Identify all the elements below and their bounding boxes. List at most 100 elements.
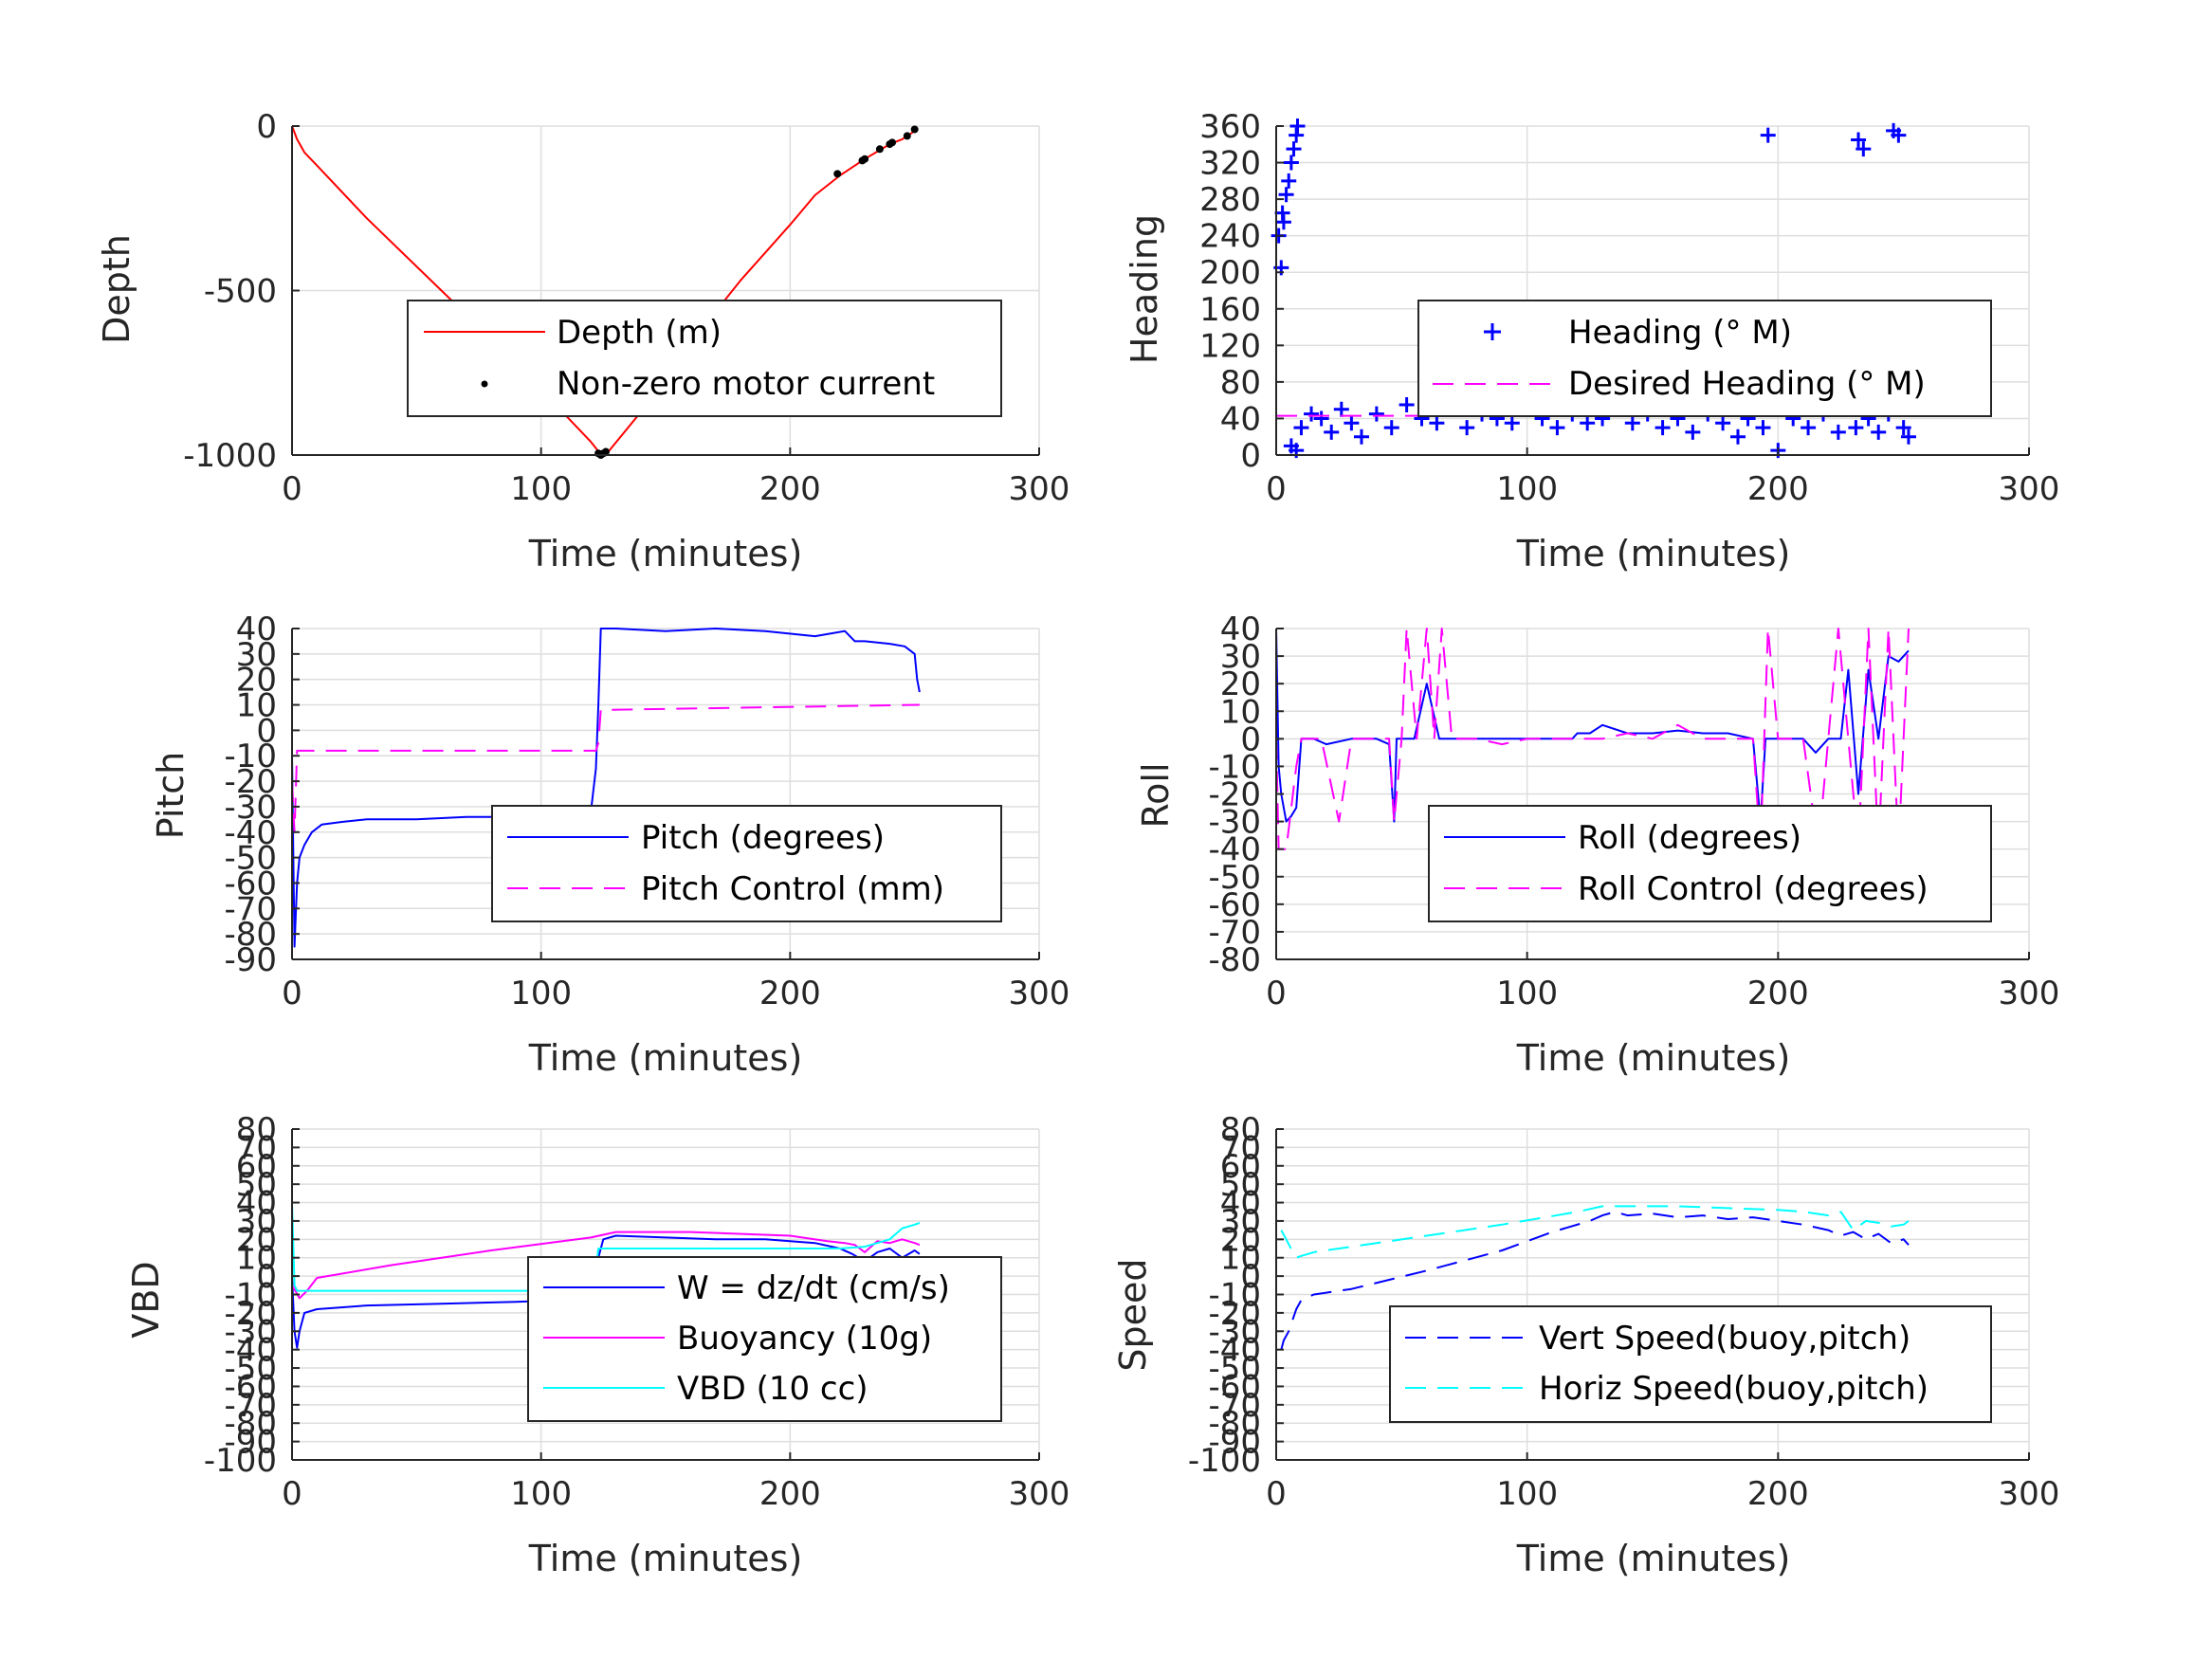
speed-ytick-label: 50 bbox=[1220, 1166, 1261, 1204]
heading-series-1-point bbox=[1293, 420, 1309, 436]
heading-series-1-point bbox=[1895, 420, 1911, 436]
depth-legend: Depth (m) Non-zero motor current bbox=[407, 300, 1002, 417]
vbd-ytick-label: -100 bbox=[204, 1442, 277, 1480]
pitch-ytick-label: 30 bbox=[236, 636, 277, 674]
heading-ytick-label: 280 bbox=[1199, 181, 1261, 219]
vbd-ytick-label: -50 bbox=[224, 1350, 277, 1388]
heading-series-1-point bbox=[1344, 415, 1360, 431]
pitch-legend: Pitch (degrees) Pitch Control (mm) bbox=[491, 805, 1002, 922]
pitch-ytick-label: -60 bbox=[224, 865, 277, 902]
depth-xtick-label: 200 bbox=[759, 470, 821, 508]
panel-vbd: Time (minutes) VBD 0 100 200 300-100-90-80-… bbox=[125, 1111, 1069, 1579]
roll-ytick-label: -20 bbox=[1208, 776, 1261, 814]
panel-depth: Time (minutes) Depth 0 100 200 300 -1000 -500… bbox=[96, 108, 1069, 574]
roll-ytick-label: 20 bbox=[1220, 665, 1261, 703]
speed-xtick-label: 300 bbox=[1999, 1475, 2060, 1513]
speed-xtick-label: 200 bbox=[1747, 1475, 1809, 1513]
speed-legend-entry-1: Vert Speed(buoy,pitch) bbox=[1539, 1320, 1910, 1358]
depth-series-2-point bbox=[903, 132, 911, 140]
pitch-legend-entry-1: Pitch (degrees) bbox=[641, 819, 885, 857]
roll-series-1-line bbox=[1275, 628, 1910, 823]
vbd-ytick-label: -90 bbox=[224, 1424, 277, 1462]
depth-series-2-point bbox=[888, 138, 897, 147]
vbd-ytick-label: -20 bbox=[224, 1295, 277, 1333]
heading-series-1-point bbox=[1580, 415, 1596, 431]
vbd-ytick-label: -70 bbox=[224, 1387, 277, 1425]
depth-ylabel: Depth bbox=[96, 234, 137, 344]
depth-legend-entry-1: Depth (m) bbox=[557, 314, 722, 352]
vbd-ytick-label: -10 bbox=[224, 1277, 277, 1315]
heading-ytick-label: 120 bbox=[1199, 327, 1261, 365]
vbd-ylabel: VBD bbox=[125, 1261, 167, 1338]
pitch-ytick-label: 40 bbox=[236, 611, 277, 648]
depth-ytick-label: 0 bbox=[256, 108, 277, 146]
vbd-legend-entry-2: Buoyancy (10g) bbox=[677, 1320, 932, 1358]
pitch-series-1-line bbox=[291, 628, 921, 948]
pitch-xlabel: Time (minutes) bbox=[528, 1037, 803, 1079]
pitch-ytick-label: -70 bbox=[224, 890, 277, 928]
vbd-series-2-line bbox=[291, 1231, 921, 1300]
vbd-ytick-label: -40 bbox=[224, 1332, 277, 1370]
vbd-legend-entry-3: VBD (10 cc) bbox=[677, 1370, 868, 1408]
depth-series-2-point bbox=[910, 125, 919, 134]
speed-ytick-label: -40 bbox=[1208, 1332, 1261, 1370]
heading-series-1-point bbox=[1830, 424, 1846, 440]
heading-series-1-point bbox=[1685, 424, 1701, 440]
heading-ytick-label: 40 bbox=[1220, 400, 1261, 438]
heading-series-1-point bbox=[1324, 424, 1340, 440]
speed-ytick-label: -10 bbox=[1208, 1277, 1261, 1315]
speed-ytick-label: 60 bbox=[1220, 1148, 1261, 1186]
speed-ytick-label: -30 bbox=[1208, 1313, 1261, 1351]
speed-ytick-label: 40 bbox=[1220, 1185, 1261, 1223]
roll-legend: Roll (degrees) Roll Control (degrees) bbox=[1428, 805, 1992, 922]
pitch-ytick-label: -90 bbox=[224, 941, 277, 979]
depth-xlabel: Time (minutes) bbox=[528, 533, 803, 574]
roll-series-2-line bbox=[1275, 628, 1910, 850]
heading-series-1-point bbox=[1313, 410, 1329, 427]
heading-ytick-label: 200 bbox=[1199, 254, 1261, 292]
depth-xtick-label: 300 bbox=[1009, 470, 1070, 508]
speed-xlabel: Time (minutes) bbox=[1516, 1538, 1791, 1579]
heading-series-1-point bbox=[1755, 420, 1771, 436]
vbd-axes: 0 100 200 300-100-90-80-70-60-50-40-30-20-1… bbox=[204, 1111, 1070, 1513]
heading-xtick-label: 100 bbox=[1496, 470, 1558, 508]
depth-xtick-label: 0 bbox=[282, 470, 302, 508]
heading-legend-entry-2: Desired Heading (° M) bbox=[1568, 365, 1926, 403]
pitch-series bbox=[291, 628, 921, 948]
pitch-xtick-label: 0 bbox=[282, 975, 302, 1012]
heading-series-1-point bbox=[1760, 127, 1776, 143]
roll-ytick-label: 10 bbox=[1220, 693, 1261, 731]
roll-xlabel: Time (minutes) bbox=[1516, 1037, 1791, 1079]
heading-series-1-point bbox=[1283, 155, 1299, 171]
roll-ytick-label: -40 bbox=[1208, 831, 1261, 869]
pitch-ytick-label: -40 bbox=[224, 814, 277, 852]
panel-speed: Time (minutes) Speed 0 100 200 300-100-90-8… bbox=[1112, 1111, 2059, 1579]
heading-ytick-label: 320 bbox=[1199, 145, 1261, 183]
panel-roll: Time (minutes) Roll 0 100 200 300-80-70-60-… bbox=[1135, 611, 2059, 1079]
roll-series bbox=[1275, 628, 1910, 850]
vbd-series-1-line bbox=[291, 1234, 921, 1349]
heading-legend-entry-1: Heading (° M) bbox=[1568, 314, 1792, 352]
vbd-xtick-label: 0 bbox=[282, 1475, 302, 1513]
heading-xtick-label: 0 bbox=[1266, 470, 1287, 508]
heading-series-1-point bbox=[1871, 424, 1887, 440]
vbd-legend: W = dz/dt (cm/s) Buoyancy (10g) VBD (10 … bbox=[527, 1256, 1002, 1422]
heading-series-1-point bbox=[1801, 420, 1817, 436]
vbd-ytick-label: -80 bbox=[224, 1405, 277, 1443]
heading-series-1-point bbox=[1289, 118, 1306, 134]
roll-ytick-label: -50 bbox=[1208, 859, 1261, 897]
panel-pitch: Time (minutes) Pitch 0 100 200 300-90-80-70… bbox=[150, 611, 1069, 1079]
speed-series-1-line bbox=[1280, 1211, 1910, 1350]
pitch-legend-entry-2: Pitch Control (mm) bbox=[641, 870, 944, 908]
speed-ylabel: Speed bbox=[1112, 1258, 1154, 1371]
roll-ytick-label: 0 bbox=[1240, 720, 1261, 758]
pitch-xtick-label: 300 bbox=[1009, 975, 1070, 1012]
vbd-ytick-label: 10 bbox=[236, 1240, 277, 1278]
depth-ytick-label: -500 bbox=[204, 273, 277, 311]
heading-series-1-point bbox=[1624, 415, 1640, 431]
heading-ylabel: Heading bbox=[1124, 214, 1165, 364]
depth-series-2-point bbox=[601, 447, 610, 456]
speed-legend-entry-2: Horiz Speed(buoy,pitch) bbox=[1539, 1370, 1929, 1408]
